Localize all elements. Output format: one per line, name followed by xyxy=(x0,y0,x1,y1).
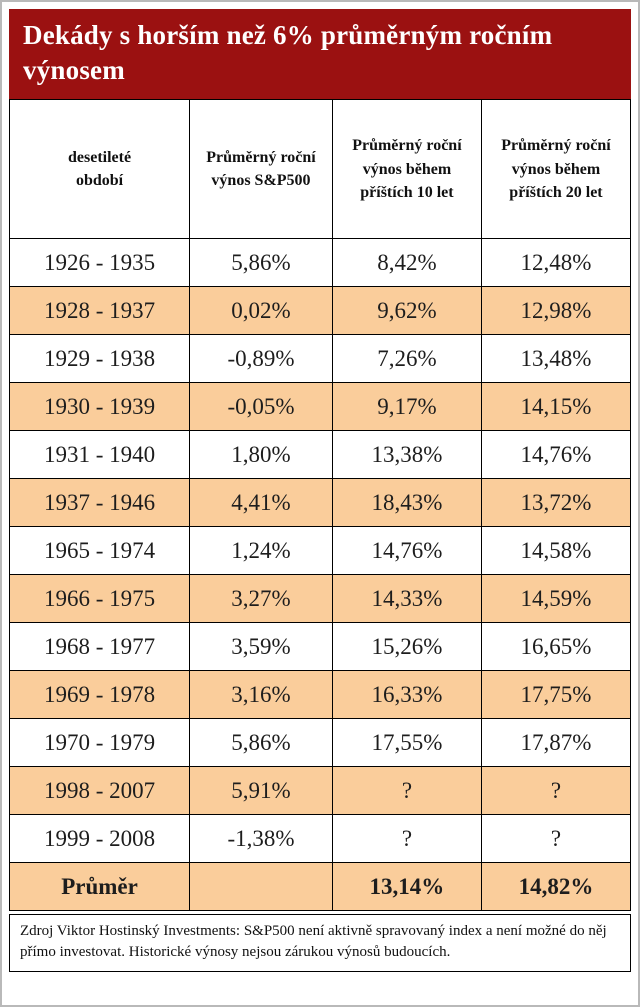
cell-next-10-years: 14,76% xyxy=(331,526,482,576)
cell-next-10-years: 18,43% xyxy=(331,478,482,528)
cell-next-20-years: ? xyxy=(480,766,632,816)
cell-next-20-years: 17,75% xyxy=(480,670,632,720)
cell-period: 1928 - 1937 xyxy=(8,286,191,336)
table-row: 1926 - 1935 5,86% 8,42% 12,48% xyxy=(8,238,632,288)
cell-sp500-return: 1,80% xyxy=(189,430,333,480)
cell-period: 1970 - 1979 xyxy=(8,718,191,768)
cell-sp500-return: 3,16% xyxy=(189,670,333,720)
cell-period: 1929 - 1938 xyxy=(8,334,191,384)
table-row: 1937 - 1946 4,41% 18,43% 13,72% xyxy=(8,478,632,528)
cell-sp500-return: 4,41% xyxy=(189,478,333,528)
cell-period: 1966 - 1975 xyxy=(8,574,191,624)
cell-next-20-years: 14,15% xyxy=(480,382,632,432)
cell-next-20-years: 12,48% xyxy=(480,238,632,288)
cell-next-20-years: 14,76% xyxy=(480,430,632,480)
table-row: 1970 - 1979 5,86% 17,55% 17,87% xyxy=(8,718,632,768)
cell-next-10-years: ? xyxy=(331,814,482,864)
cell-next-20-years: 16,65% xyxy=(480,622,632,672)
cell-next-20-years: 13,72% xyxy=(480,478,632,528)
cell-period: 1968 - 1977 xyxy=(8,622,191,672)
cell-next-20-years: ? xyxy=(480,814,632,864)
cell-next-20-years: 14,82% xyxy=(480,862,632,912)
cell-next-10-years: 9,17% xyxy=(331,382,482,432)
cell-period: 1965 - 1974 xyxy=(8,526,191,576)
cell-next-20-years: 17,87% xyxy=(480,718,632,768)
cell-sp500-return: 3,27% xyxy=(189,574,333,624)
cell-next-10-years: 9,62% xyxy=(331,286,482,336)
table-row: 1999 - 2008 -1,38%?? xyxy=(8,814,632,864)
table-header: desetileté období Průměrný roční výnos S… xyxy=(8,99,632,240)
column-header-sp500-return: Průměrný roční výnos S&P500 xyxy=(189,99,333,240)
cell-next-10-years: ? xyxy=(331,766,482,816)
cell-sp500-return: 5,91% xyxy=(189,766,333,816)
source-note: Zdroj Viktor Hostinský Investments: S&P5… xyxy=(9,914,631,973)
cell-period: 1999 - 2008 xyxy=(8,814,191,864)
returns-table: desetileté období Průměrný roční výnos S… xyxy=(8,99,632,912)
cell-period: 1931 - 1940 xyxy=(8,430,191,480)
cell-next-20-years: 13,48% xyxy=(480,334,632,384)
table-row: 1969 - 1978 3,16% 16,33% 17,75% xyxy=(8,670,632,720)
header-row: desetileté období Průměrný roční výnos S… xyxy=(8,99,632,240)
table-row: 1930 - 1939 -0,05% 9,17% 14,15% xyxy=(8,382,632,432)
cell-sp500-return: 5,86% xyxy=(189,718,333,768)
cell-sp500-return: -0,89% xyxy=(189,334,333,384)
cell-next-10-years: 13,14% xyxy=(331,862,482,912)
cell-period: Průměr xyxy=(8,862,191,912)
cell-next-20-years: 12,98% xyxy=(480,286,632,336)
cell-sp500-return xyxy=(189,862,333,912)
cell-next-10-years: 14,33% xyxy=(331,574,482,624)
table-body: 1926 - 1935 5,86% 8,42% 12,48% 1928 - 1937 0,… xyxy=(8,238,632,912)
cell-next-20-years: 14,58% xyxy=(480,526,632,576)
cell-period: 1969 - 1978 xyxy=(8,670,191,720)
column-header-next-20-years: Průměrný roční výnos během příštích 20 l… xyxy=(480,99,632,240)
cell-next-10-years: 8,42% xyxy=(331,238,482,288)
page-title: Dekády s horším než 6% průměrným ročním … xyxy=(9,9,631,100)
cell-next-10-years: 7,26% xyxy=(331,334,482,384)
cell-next-10-years: 13,38% xyxy=(331,430,482,480)
cell-sp500-return: 1,24% xyxy=(189,526,333,576)
table-row: 1928 - 1937 0,02% 9,62% 12,98% xyxy=(8,286,632,336)
table-row: 1968 - 1977 3,59% 15,26% 16,65% xyxy=(8,622,632,672)
cell-period: 1937 - 1946 xyxy=(8,478,191,528)
cell-next-10-years: 16,33% xyxy=(331,670,482,720)
cell-next-20-years: 14,59% xyxy=(480,574,632,624)
cell-sp500-return: -0,05% xyxy=(189,382,333,432)
cell-next-10-years: 15,26% xyxy=(331,622,482,672)
table-row: 1966 - 1975 3,27% 14,33% 14,59% xyxy=(8,574,632,624)
cell-sp500-return: -1,38% xyxy=(189,814,333,864)
cell-period: 1998 - 2007 xyxy=(8,766,191,816)
table-row: 1931 - 1940 1,80% 13,38% 14,76% xyxy=(8,430,632,480)
cell-period: 1930 - 1939 xyxy=(8,382,191,432)
cell-sp500-return: 5,86% xyxy=(189,238,333,288)
table-row-average: Průměr 13,14% 14,82% xyxy=(8,862,632,912)
column-header-period: desetileté období xyxy=(8,99,191,240)
cell-next-10-years: 17,55% xyxy=(331,718,482,768)
cell-sp500-return: 3,59% xyxy=(189,622,333,672)
column-header-next-10-years: Průměrný roční výnos během příštích 10 l… xyxy=(331,99,482,240)
table-row: 1929 - 1938 -0,89% 7,26% 13,48% xyxy=(8,334,632,384)
table-row: 1998 - 2007 5,91%?? xyxy=(8,766,632,816)
cell-period: 1926 - 1935 xyxy=(8,238,191,288)
table-row: 1965 - 1974 1,24% 14,76% 14,58% xyxy=(8,526,632,576)
cell-sp500-return: 0,02% xyxy=(189,286,333,336)
